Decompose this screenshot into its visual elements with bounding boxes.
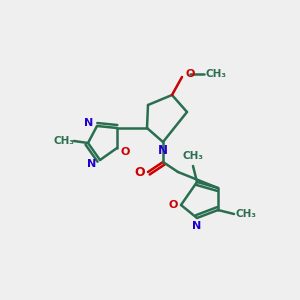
Text: N: N: [87, 159, 97, 169]
Text: CH₃: CH₃: [236, 209, 256, 219]
Text: CH₃: CH₃: [182, 151, 203, 161]
Text: O: O: [135, 166, 145, 178]
Text: N: N: [192, 221, 202, 231]
Text: O: O: [185, 69, 195, 79]
Text: N: N: [158, 143, 168, 157]
Text: O: O: [168, 200, 178, 210]
Text: CH₃: CH₃: [53, 136, 74, 146]
Text: O: O: [120, 147, 130, 157]
Text: N: N: [84, 118, 94, 128]
Text: CH₃: CH₃: [206, 69, 226, 79]
